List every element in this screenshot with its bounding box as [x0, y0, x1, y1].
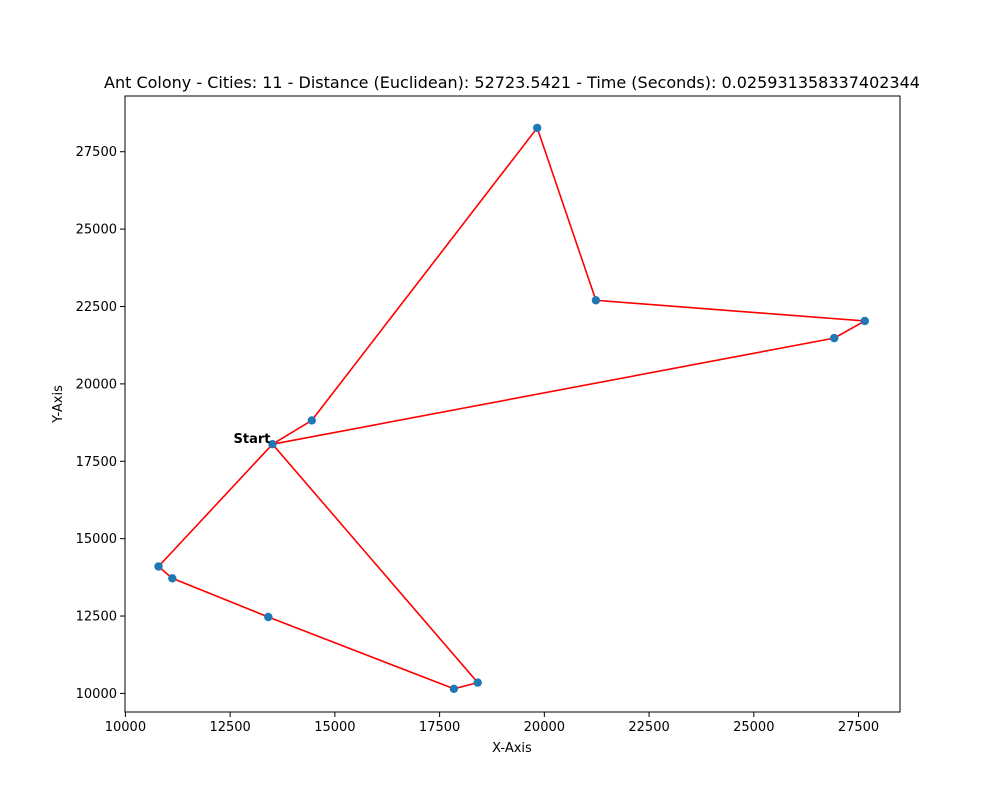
plot-frame	[124, 95, 901, 713]
x-axis-label: X-Axis	[492, 741, 532, 756]
x-tick-label: 25000	[733, 720, 774, 735]
city-point	[264, 612, 273, 622]
y-tick-label: 15000	[76, 532, 117, 547]
y-tick-label: 12500	[76, 610, 117, 625]
x-tick-label: 27500	[838, 720, 879, 735]
start-label: Start	[234, 432, 271, 447]
x-tick-label: 17500	[419, 720, 460, 735]
chart-title: Ant Colony - Cities: 11 - Distance (Eucl…	[104, 73, 920, 92]
city-point	[860, 316, 869, 326]
x-tick-label: 22500	[628, 720, 669, 735]
y-tick-label: 17500	[76, 455, 117, 470]
city-point	[473, 678, 482, 687]
city-point	[268, 440, 277, 449]
city-point	[830, 333, 839, 343]
y-tick-label: 22500	[76, 300, 117, 315]
city-point	[533, 123, 542, 133]
y-tick-label: 27500	[76, 145, 117, 160]
y-tick-label: 20000	[76, 377, 117, 392]
x-tick-label: 20000	[524, 720, 565, 735]
city-point	[591, 296, 601, 305]
city-point	[449, 684, 459, 693]
y-axis: 10000 12500 15000 17500 20000 22500 25000 27500	[76, 145, 125, 702]
plot-area: Start	[124, 95, 901, 713]
route-line	[157, 126, 868, 690]
x-tick-label: 15000	[314, 720, 355, 735]
y-tick-label: 10000	[76, 687, 117, 702]
x-tick-label: 10000	[105, 720, 146, 735]
y-axis-label: Y-Axis	[51, 385, 66, 424]
y-tick-label: 25000	[76, 223, 117, 238]
city-point	[168, 574, 177, 583]
x-axis: 10000 12500 15000 17500 20000 22500 25000 27500	[105, 712, 879, 735]
x-tick-label: 12500	[209, 720, 250, 735]
city-point	[307, 416, 316, 425]
city-point	[154, 562, 163, 571]
